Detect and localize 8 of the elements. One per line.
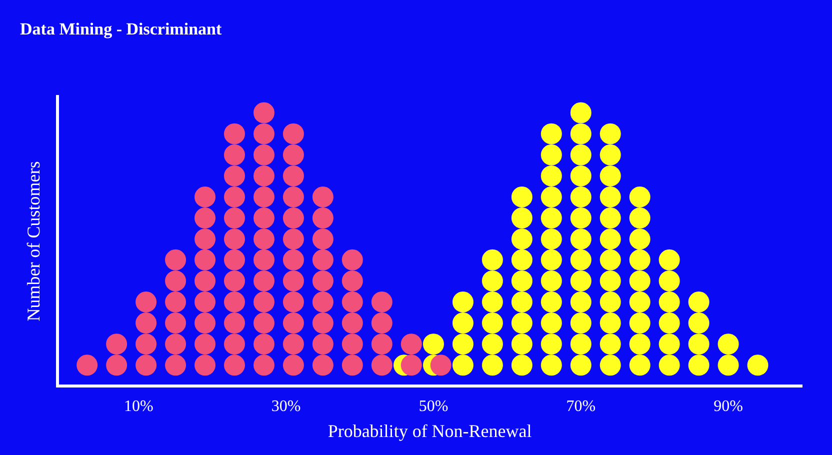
x-tick-label: 30% — [271, 398, 301, 416]
y-axis-title: Number of Customers — [24, 161, 44, 322]
x-axis-title: Probability of Non-Renewal — [328, 420, 532, 441]
x-tick-label: 50% — [418, 398, 448, 416]
x-tick-label: 90% — [714, 398, 743, 416]
chart-title: Data Mining - Discriminant — [20, 20, 222, 39]
x-tick-label: 10% — [124, 398, 154, 416]
x-tick-label: 70% — [566, 398, 596, 416]
